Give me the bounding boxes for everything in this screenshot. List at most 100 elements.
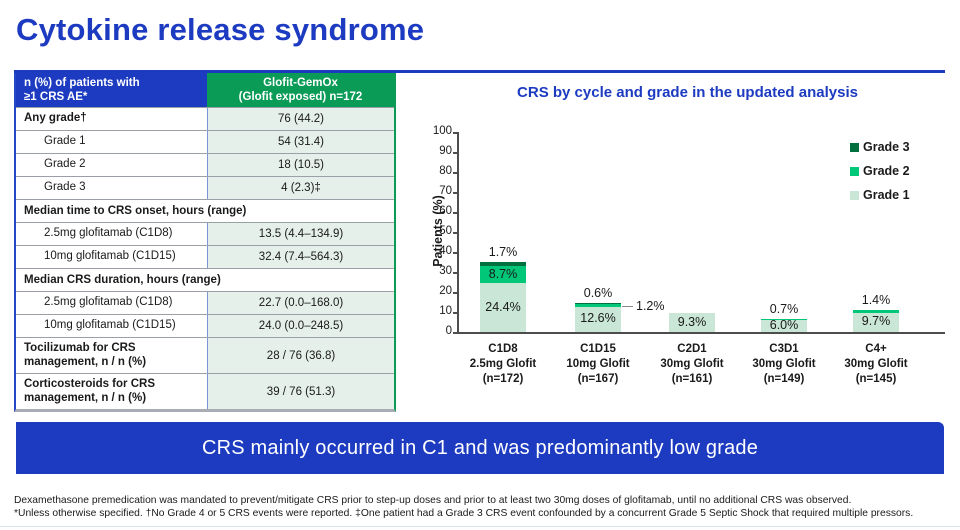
bar-value-label: 6.0% [769, 318, 799, 332]
bar-top-label: 0.7% [769, 301, 799, 316]
table-row-value: 4 (2.3)‡ [207, 177, 394, 199]
legend-item: Grade 3 [850, 140, 910, 154]
bar-top-label: 1.7% [488, 245, 518, 260]
y-axis-line [457, 132, 459, 334]
table-row: 2.5mg glofitamab (C1D8) 22.7 (0.0–168.0) [16, 291, 394, 314]
x-axis-label-line: C1D8 [488, 343, 518, 355]
bar-top-label: 1.4% [861, 292, 891, 307]
table-row-value: 32.4 (7.4–564.3) [207, 246, 394, 268]
conclusion-banner: CRS mainly occurred in C1 and was predom… [16, 422, 944, 474]
table-row: 10mg glofitamab (C1D15) 32.4 (7.4–564.3) [16, 245, 394, 268]
x-axis-label-line: C3D1 [769, 343, 799, 355]
bar-callout-label: 1.2% [636, 298, 665, 313]
footnotes: Dexamethasone premedication was mandated… [14, 494, 950, 521]
y-tick-label: 60 [439, 205, 452, 217]
conclusion-banner-text: CRS mainly occurred in C1 and was predom… [201, 436, 759, 459]
page-title: Cytokine release syndrome [16, 12, 425, 47]
table-row: 10mg glofitamab (C1D15) 24.0 (0.0–248.5) [16, 314, 394, 337]
y-tick-mark [453, 172, 458, 174]
y-tick-label: 0 [445, 325, 452, 337]
y-tick-mark [453, 312, 458, 314]
x-axis-label-line: (n=167) [577, 372, 619, 385]
y-tick-label: 100 [432, 125, 452, 137]
bar-value-label: 9.3% [677, 314, 707, 329]
y-tick-label: 40 [439, 245, 452, 257]
table-header-left: n (%) of patients with ≥1 CRS AE* [16, 73, 207, 107]
table-row-value: 13.5 (4.4–134.9) [207, 223, 394, 245]
bar-top-label: 0.6% [583, 286, 613, 301]
top-rule [14, 70, 945, 73]
table-row-label: 10mg glofitamab (C1D15) [16, 246, 207, 268]
y-tick-mark [453, 192, 458, 194]
x-axis-label-line: 30mg Glofit [844, 357, 908, 370]
y-tick-mark [453, 232, 458, 234]
x-axis-label-line: 30mg Glofit [752, 357, 816, 370]
table-section-label: Median time to CRS onset, hours (range) [16, 200, 394, 222]
x-axis-label-line: (n=145) [855, 372, 897, 385]
y-tick-mark [453, 212, 458, 214]
footnote-line-2: *Unless otherwise specified. †No Grade 4… [14, 508, 914, 520]
x-axis-group-label: C1D8 2.5mg Glofit (n=172) [455, 342, 551, 387]
legend-swatch-grade-2 [850, 166, 859, 176]
y-tick-label: 80 [439, 165, 452, 177]
legend-label: Grade 2 [863, 164, 910, 178]
table-header-row: n (%) of patients with ≥1 CRS AE* Glofit… [16, 73, 394, 107]
table-section-label: Median CRS duration, hours (range) [16, 269, 394, 291]
y-tick-label: 90 [439, 145, 452, 157]
y-tick-label: 70 [439, 185, 452, 197]
y-tick-label: 50 [439, 225, 452, 237]
table-row: 2.5mg glofitamab (C1D8) 13.5 (4.4–134.9) [16, 222, 394, 245]
table-body: Any grade† 76 (44.2) Grade 1 54 (31.4) Grade… [16, 107, 394, 409]
bar-segment-grade-2 [761, 318, 807, 320]
legend-item: Grade 2 [850, 164, 910, 178]
table-row-label: Any grade† [16, 108, 207, 130]
y-tick-label: 10 [439, 305, 452, 317]
y-tick-mark [453, 332, 458, 334]
x-axis-group-label: C1D15 10mg Glofit (n=167) [550, 342, 646, 387]
bar-segment-grade-1 [575, 306, 621, 332]
x-axis-label-line: (n=161) [671, 372, 713, 385]
table-row-label: 2.5mg glofitamab (C1D8) [16, 223, 207, 245]
bottom-hairline [0, 526, 960, 527]
bar-segment-grade-2 [575, 304, 621, 307]
table-row-value: 76 (44.2) [207, 108, 394, 130]
crs-summary-table: n (%) of patients with ≥1 CRS AE* Glofit… [14, 73, 396, 412]
table-row: Tocilizumab for CRS management, n / n (%… [16, 337, 394, 373]
y-tick-label: 20 [439, 285, 452, 297]
table-row-label: Tocilizumab for CRS management, n / n (%… [16, 338, 207, 373]
y-tick-mark [453, 292, 458, 294]
legend-swatch-grade-3 [850, 142, 859, 152]
y-tick-label: 30 [439, 265, 452, 277]
bar-value-label: 8.7% [488, 266, 518, 281]
x-axis-label-line: 2.5mg Glofit [469, 357, 537, 370]
footnote-line-1: Dexamethasone premedication was mandated… [14, 495, 852, 506]
x-axis-group-label: C3D1 30mg Glofit (n=149) [736, 342, 832, 387]
table-row-label: Grade 1 [16, 131, 207, 153]
x-axis-line [457, 332, 945, 334]
table-row: Median CRS duration, hours (range) [16, 268, 394, 291]
legend-label: Grade 3 [863, 140, 910, 154]
x-axis-label-line: 10mg Glofit [566, 357, 630, 370]
table-row-value: 39 / 76 (51.3) [207, 374, 394, 409]
bar-segment-grade-3 [575, 303, 621, 305]
table-row: Grade 1 54 (31.4) [16, 130, 394, 153]
bar-segment-grade-1 [853, 312, 899, 332]
x-axis-label-line: (n=149) [763, 372, 805, 385]
table-row: Any grade† 76 (44.2) [16, 107, 394, 130]
table-header-left-line2: ≥1 CRS AE* [24, 91, 88, 103]
table-row-label: Grade 2 [16, 154, 207, 176]
x-axis-label-line: (n=172) [482, 372, 524, 385]
table-header-left-line1: n (%) of patients with [24, 76, 140, 89]
table-row-value: 54 (31.4) [207, 131, 394, 153]
table-row: Grade 2 18 (10.5) [16, 153, 394, 176]
table-header-right-line2: (Glofit exposed) n=172 [238, 91, 363, 103]
legend-swatch-grade-1 [850, 190, 859, 200]
legend-label: Grade 1 [863, 188, 910, 202]
table-row: Corticosteroids for CRS management, n / … [16, 373, 394, 409]
bar-segment-grade-1 [669, 313, 715, 332]
bar-value-label: 12.6% [580, 311, 616, 326]
x-axis-group-label: C2D1 30mg Glofit (n=161) [644, 342, 740, 387]
table-row-label: 10mg glofitamab (C1D15) [16, 315, 207, 337]
bar-segment-grade-2 [853, 309, 899, 313]
